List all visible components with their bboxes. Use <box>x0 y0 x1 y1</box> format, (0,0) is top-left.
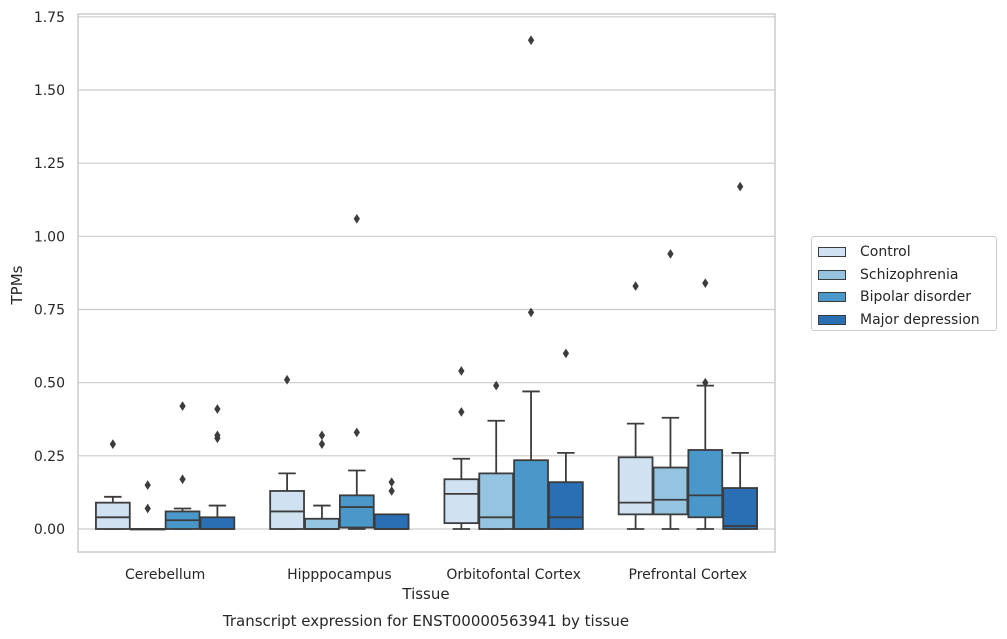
box-iqr <box>443 478 480 525</box>
legend-swatch <box>818 247 846 258</box>
legend-swatch <box>818 269 846 280</box>
box-bipolar-disorder <box>513 35 549 530</box>
y-tick-label: 1.00 <box>34 229 65 245</box>
box-schizophrenia <box>129 480 166 531</box>
outlier-point <box>737 181 744 192</box>
box-bipolar-disorder <box>338 213 375 530</box>
box-iqr <box>722 487 758 530</box>
legend-item: Bipolar disorder <box>818 286 996 309</box>
outlier-point <box>214 404 221 414</box>
box-iqr <box>269 490 305 530</box>
legend-label: Major depression <box>860 311 980 328</box>
legend: Control Schizophrenia Bipolar disorder Majo… <box>811 236 997 331</box>
outlier-point <box>353 213 360 224</box>
outlier-point <box>388 486 395 496</box>
x-tick-label: Prefrontal Cortex <box>629 567 748 583</box>
box-iqr <box>687 449 724 519</box>
box-iqr <box>95 501 131 530</box>
boxes <box>95 35 758 531</box>
outlier-point <box>458 366 465 376</box>
box-iqr <box>338 494 375 529</box>
outlier-point <box>318 430 326 441</box>
box-iqr <box>478 472 515 530</box>
box-schizophrenia <box>478 380 515 530</box>
legend-item: Control <box>818 241 996 264</box>
box-iqr <box>304 517 340 530</box>
outlier-point <box>318 439 326 449</box>
outlier-point <box>214 430 221 441</box>
box-control <box>269 374 305 530</box>
outlier-point <box>702 377 709 388</box>
x-tick-label: Hipppocampus <box>287 567 392 583</box>
outlier-point <box>702 278 709 288</box>
y-tick-label: 0.00 <box>34 522 65 538</box>
box-bipolar-disorder <box>164 401 201 530</box>
y-axis-label: TPMs <box>8 265 26 305</box>
plot-frame <box>77 13 776 553</box>
legend-item: Schizophrenia <box>818 264 996 287</box>
legend-label: Control <box>860 244 911 261</box>
legend-swatch <box>818 292 846 303</box>
outlier-point <box>353 427 360 438</box>
outlier-point <box>562 348 570 359</box>
outlier-point <box>109 439 116 449</box>
x-tick-label: Orbitofontal Cortex <box>446 567 581 583</box>
box-schizophrenia <box>304 430 340 530</box>
outlier-point <box>144 480 151 490</box>
y-tick-label: 1.50 <box>34 83 65 99</box>
outlier-point <box>283 374 291 385</box>
x-axis-category-labels: Cerebellum Hipppocampus Orbitofontal Corte… <box>125 567 747 583</box>
box-control <box>617 281 654 530</box>
box-iqr <box>513 459 549 530</box>
box-major-depression <box>722 181 758 530</box>
chart-caption: Transcript expression for ENST0000056394… <box>222 612 629 630</box>
outlier-point <box>179 474 186 485</box>
outlier-point <box>493 380 500 391</box>
box-major-depression <box>373 477 410 530</box>
box-iqr <box>373 513 410 530</box>
grid-lines <box>78 16 775 530</box>
legend-label: Bipolar disorder <box>860 289 972 306</box>
box-major-depression <box>548 348 584 530</box>
outlier-point <box>144 503 151 514</box>
outlier-point <box>179 401 186 411</box>
box-iqr <box>652 466 689 516</box>
box-control <box>443 366 480 530</box>
outlier-point <box>667 249 674 259</box>
outlier-point <box>632 281 639 291</box>
box-schizophrenia <box>652 249 689 530</box>
x-tick-label: Cerebellum <box>125 567 205 583</box>
y-axis-ticks: 0.00 0.25 0.50 0.75 1.00 1.25 1.50 1.75 <box>34 10 65 538</box>
box-iqr <box>548 481 584 530</box>
legend-item: Major depression <box>818 309 996 332</box>
y-tick-label: 0.25 <box>34 449 65 465</box>
box-bipolar-disorder <box>687 278 724 530</box>
outlier-point <box>458 407 465 417</box>
outlier-point <box>388 477 395 488</box>
outlier-point <box>527 35 535 46</box>
box-iqr <box>199 516 236 530</box>
box-iqr <box>617 456 654 516</box>
y-tick-label: 0.75 <box>34 303 65 319</box>
box-control <box>95 439 131 530</box>
y-tick-label: 0.50 <box>34 376 65 392</box>
outlier-point <box>527 307 535 318</box>
y-tick-label: 1.75 <box>34 10 65 26</box>
y-tick-label: 1.25 <box>34 156 65 172</box>
legend-swatch <box>818 314 846 325</box>
legend-label: Schizophrenia <box>860 266 959 283</box>
box-major-depression <box>199 404 236 530</box>
x-axis-label: Tissue <box>401 585 449 603</box>
